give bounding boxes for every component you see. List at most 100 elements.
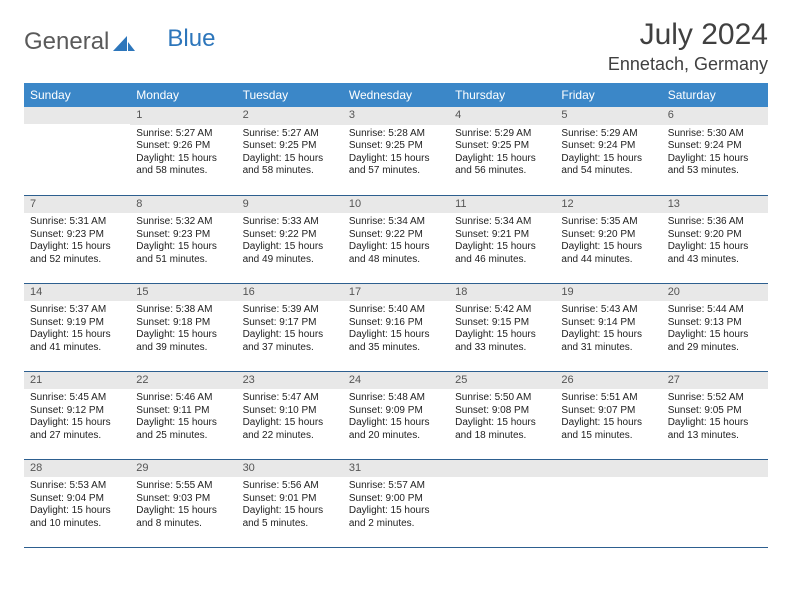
sunset-text: Sunset: 9:23 PM — [30, 229, 124, 242]
col-thursday: Thursday — [449, 83, 555, 107]
day-detail: Sunrise: 5:37 AMSunset: 9:19 PMDaylight:… — [24, 301, 130, 358]
calendar-cell: 23Sunrise: 5:47 AMSunset: 9:10 PMDayligh… — [237, 371, 343, 459]
day-number: 6 — [662, 107, 768, 125]
day-detail: Sunrise: 5:31 AMSunset: 9:23 PMDaylight:… — [24, 213, 130, 270]
sunrise-text: Sunrise: 5:27 AM — [136, 128, 230, 141]
day-detail: Sunrise: 5:48 AMSunset: 9:09 PMDaylight:… — [343, 389, 449, 446]
day-detail: Sunrise: 5:32 AMSunset: 9:23 PMDaylight:… — [130, 213, 236, 270]
day-number: 31 — [343, 460, 449, 478]
sunset-text: Sunset: 9:21 PM — [455, 229, 549, 242]
day-detail: Sunrise: 5:30 AMSunset: 9:24 PMDaylight:… — [662, 125, 768, 182]
daylight-text-2: and 54 minutes. — [561, 165, 655, 178]
calendar-cell: 17Sunrise: 5:40 AMSunset: 9:16 PMDayligh… — [343, 283, 449, 371]
calendar-cell — [555, 459, 661, 547]
sunset-text: Sunset: 9:25 PM — [349, 140, 443, 153]
daylight-text-1: Daylight: 15 hours — [30, 329, 124, 342]
daylight-text-2: and 56 minutes. — [455, 165, 549, 178]
daylight-text-1: Daylight: 15 hours — [243, 417, 337, 430]
calendar-cell: 21Sunrise: 5:45 AMSunset: 9:12 PMDayligh… — [24, 371, 130, 459]
daylight-text-1: Daylight: 15 hours — [243, 329, 337, 342]
calendar-row: 21Sunrise: 5:45 AMSunset: 9:12 PMDayligh… — [24, 371, 768, 459]
sunrise-text: Sunrise: 5:46 AM — [136, 392, 230, 405]
day-detail: Sunrise: 5:55 AMSunset: 9:03 PMDaylight:… — [130, 477, 236, 534]
day-detail: Sunrise: 5:52 AMSunset: 9:05 PMDaylight:… — [662, 389, 768, 446]
sunset-text: Sunset: 9:15 PM — [455, 317, 549, 330]
daylight-text-1: Daylight: 15 hours — [561, 329, 655, 342]
day-number — [662, 460, 768, 477]
sunrise-text: Sunrise: 5:28 AM — [349, 128, 443, 141]
day-detail: Sunrise: 5:43 AMSunset: 9:14 PMDaylight:… — [555, 301, 661, 358]
calendar-cell: 22Sunrise: 5:46 AMSunset: 9:11 PMDayligh… — [130, 371, 236, 459]
sunrise-text: Sunrise: 5:27 AM — [243, 128, 337, 141]
daylight-text-2: and 29 minutes. — [668, 342, 762, 355]
day-number: 9 — [237, 196, 343, 214]
day-detail: Sunrise: 5:29 AMSunset: 9:24 PMDaylight:… — [555, 125, 661, 182]
day-number: 5 — [555, 107, 661, 125]
day-number: 7 — [24, 196, 130, 214]
day-number: 22 — [130, 372, 236, 390]
day-detail: Sunrise: 5:28 AMSunset: 9:25 PMDaylight:… — [343, 125, 449, 182]
daylight-text-1: Daylight: 15 hours — [668, 417, 762, 430]
sunset-text: Sunset: 9:09 PM — [349, 405, 443, 418]
day-number: 16 — [237, 284, 343, 302]
calendar-cell: 26Sunrise: 5:51 AMSunset: 9:07 PMDayligh… — [555, 371, 661, 459]
daylight-text-2: and 22 minutes. — [243, 430, 337, 443]
daylight-text-1: Daylight: 15 hours — [30, 505, 124, 518]
daylight-text-1: Daylight: 15 hours — [668, 329, 762, 342]
daylight-text-2: and 46 minutes. — [455, 254, 549, 267]
day-number — [24, 107, 130, 124]
col-tuesday: Tuesday — [237, 83, 343, 107]
calendar-table: Sunday Monday Tuesday Wednesday Thursday… — [24, 83, 768, 548]
day-detail: Sunrise: 5:40 AMSunset: 9:16 PMDaylight:… — [343, 301, 449, 358]
sunrise-text: Sunrise: 5:55 AM — [136, 480, 230, 493]
calendar-cell: 13Sunrise: 5:36 AMSunset: 9:20 PMDayligh… — [662, 195, 768, 283]
daylight-text-1: Daylight: 15 hours — [136, 417, 230, 430]
calendar-cell: 20Sunrise: 5:44 AMSunset: 9:13 PMDayligh… — [662, 283, 768, 371]
sunset-text: Sunset: 9:25 PM — [243, 140, 337, 153]
day-detail: Sunrise: 5:51 AMSunset: 9:07 PMDaylight:… — [555, 389, 661, 446]
day-number: 2 — [237, 107, 343, 125]
daylight-text-1: Daylight: 15 hours — [349, 241, 443, 254]
day-number: 26 — [555, 372, 661, 390]
sunrise-text: Sunrise: 5:42 AM — [455, 304, 549, 317]
daylight-text-1: Daylight: 15 hours — [349, 153, 443, 166]
calendar-cell: 31Sunrise: 5:57 AMSunset: 9:00 PMDayligh… — [343, 459, 449, 547]
daylight-text-2: and 15 minutes. — [561, 430, 655, 443]
daylight-text-1: Daylight: 15 hours — [668, 241, 762, 254]
sunrise-text: Sunrise: 5:31 AM — [30, 216, 124, 229]
day-detail: Sunrise: 5:42 AMSunset: 9:15 PMDaylight:… — [449, 301, 555, 358]
day-number: 14 — [24, 284, 130, 302]
sunrise-text: Sunrise: 5:34 AM — [455, 216, 549, 229]
day-detail: Sunrise: 5:39 AMSunset: 9:17 PMDaylight:… — [237, 301, 343, 358]
sail-icon — [113, 33, 135, 51]
calendar-cell: 6Sunrise: 5:30 AMSunset: 9:24 PMDaylight… — [662, 107, 768, 195]
calendar-cell: 28Sunrise: 5:53 AMSunset: 9:04 PMDayligh… — [24, 459, 130, 547]
daylight-text-1: Daylight: 15 hours — [349, 417, 443, 430]
calendar-cell: 14Sunrise: 5:37 AMSunset: 9:19 PMDayligh… — [24, 283, 130, 371]
sunset-text: Sunset: 9:10 PM — [243, 405, 337, 418]
page-header: General Blue July 2024 Ennetach, Germany — [24, 18, 768, 75]
daylight-text-2: and 51 minutes. — [136, 254, 230, 267]
daylight-text-1: Daylight: 15 hours — [668, 153, 762, 166]
col-monday: Monday — [130, 83, 236, 107]
daylight-text-2: and 57 minutes. — [349, 165, 443, 178]
day-number: 19 — [555, 284, 661, 302]
brand-part2: Blue — [167, 25, 215, 53]
daylight-text-2: and 20 minutes. — [349, 430, 443, 443]
calendar-cell: 29Sunrise: 5:55 AMSunset: 9:03 PMDayligh… — [130, 459, 236, 547]
daylight-text-1: Daylight: 15 hours — [455, 329, 549, 342]
day-number — [555, 460, 661, 477]
calendar-cell: 18Sunrise: 5:42 AMSunset: 9:15 PMDayligh… — [449, 283, 555, 371]
daylight-text-2: and 52 minutes. — [30, 254, 124, 267]
sunrise-text: Sunrise: 5:44 AM — [668, 304, 762, 317]
daylight-text-2: and 39 minutes. — [136, 342, 230, 355]
day-number: 1 — [130, 107, 236, 125]
day-number: 27 — [662, 372, 768, 390]
brand-part1: General — [24, 28, 109, 56]
sunrise-text: Sunrise: 5:29 AM — [561, 128, 655, 141]
sunset-text: Sunset: 9:00 PM — [349, 493, 443, 506]
day-detail: Sunrise: 5:38 AMSunset: 9:18 PMDaylight:… — [130, 301, 236, 358]
calendar-cell: 19Sunrise: 5:43 AMSunset: 9:14 PMDayligh… — [555, 283, 661, 371]
day-number: 21 — [24, 372, 130, 390]
sunrise-text: Sunrise: 5:32 AM — [136, 216, 230, 229]
